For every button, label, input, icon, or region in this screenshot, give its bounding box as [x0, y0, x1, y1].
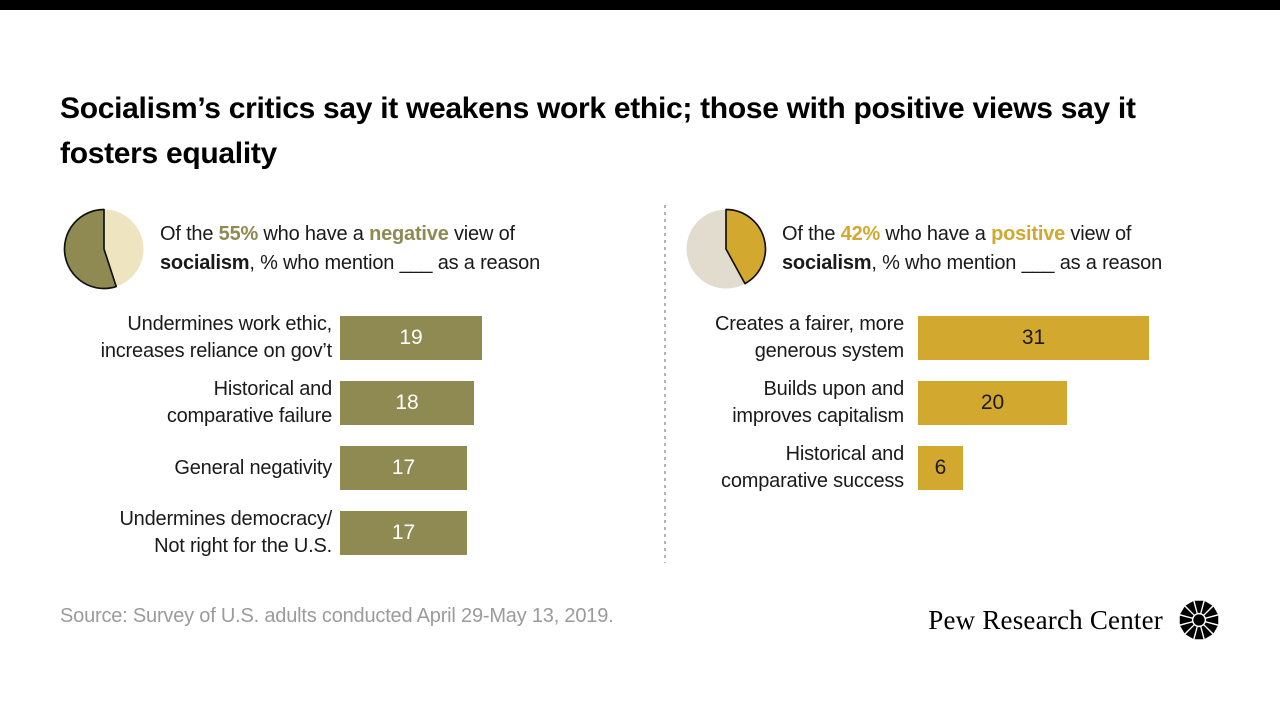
bar-value: 19: [399, 326, 423, 349]
bar-label: Builds upon and improves capitalism: [682, 376, 918, 430]
bar-label: Undermines democracy/Not right for the U…: [60, 506, 340, 560]
bar-label: Undermines work ethic, increases reliance…: [60, 311, 340, 365]
bar-label-line: Not right for the U.S.: [154, 535, 332, 557]
lede-adjective: negative: [369, 223, 449, 245]
bar: 17: [340, 511, 467, 555]
lede-subject: socialism: [160, 252, 250, 274]
bar-row: Builds upon and improves capitalism 20: [682, 378, 1149, 427]
lede-text: , % who mention ___ as a reason: [871, 252, 1163, 274]
pie-slice-negative: [63, 208, 118, 290]
bar-value: 17: [391, 521, 416, 544]
bar-row: Historical and comparative failure 18: [60, 378, 482, 427]
bar-row: Creates a fairer, more generous system 31: [682, 313, 1149, 362]
bar-row: General negativity 17: [60, 446, 482, 490]
lede-text: , % who mention ___ as a reason: [249, 252, 541, 274]
bar-label-line: improves capitalism: [732, 405, 904, 427]
lede-pct: 55%: [218, 223, 259, 245]
bar-label-line: Undermines democracy/: [119, 508, 332, 530]
bar-label: General negativity: [60, 455, 340, 482]
lede-pct: 42%: [840, 223, 881, 245]
bar: 17: [340, 446, 467, 490]
lede-text: who have a: [258, 223, 370, 245]
bar: 6: [918, 446, 963, 490]
bar-value: 20: [980, 391, 1005, 414]
top-black-bar: [0, 0, 1280, 10]
bar: 20: [918, 381, 1067, 425]
bar-row: Undermines work ethic, increases reliance…: [60, 313, 482, 362]
bar-value: 6: [934, 456, 947, 479]
bar-row: Undermines democracy/Not right for the U…: [60, 508, 482, 557]
bar-label-line: General negativity: [174, 456, 332, 479]
pie-icon-negative: [63, 208, 144, 290]
bar-chart-positive: Creates a fairer, more generous system 31 B…: [682, 313, 1149, 511]
bar-label-line: comparative success: [721, 470, 904, 492]
pew-logo-sunburst-icon: [1179, 600, 1219, 640]
pie-icon-positive: [686, 208, 767, 289]
lede-text: view of: [1065, 223, 1132, 245]
bar: 31: [918, 316, 1149, 360]
bar-value: 18: [395, 391, 419, 414]
bar-label-line: increases reliance on gov’t: [100, 340, 333, 362]
dotted-divider: [664, 205, 666, 563]
lede-text: Of the: [782, 223, 841, 245]
panel-header-positive: Of the 42% who have a positive view of s…: [684, 207, 1202, 291]
bar-label-line: generous system: [754, 340, 904, 362]
bar-label-line: Historical and: [213, 378, 333, 400]
chart-title: Socialism’s critics say it weakens work …: [60, 92, 1136, 170]
lede-text: who have a: [880, 223, 992, 245]
lede-subject: socialism: [782, 252, 872, 274]
brand-lockup: Pew Research Center: [928, 596, 1222, 644]
brand-wordmark: Pew Research Center: [928, 604, 1163, 635]
bar-label-line: Undermines work ethic,: [127, 313, 332, 335]
bar-row: Historical and comparative success 6: [682, 443, 1149, 492]
bar-label: Creates a fairer, more generous system: [682, 311, 918, 365]
bar-value: 31: [1021, 326, 1046, 349]
source-note: Source: Survey of U.S. adults conducted …: [60, 605, 614, 627]
lede-text: Of the: [160, 223, 219, 245]
pie-slice-positive: [725, 208, 767, 285]
lede-text: view of: [448, 223, 515, 245]
bar-label-line: Creates a fairer, more: [714, 313, 904, 335]
bar-label: Historical and comparative success: [682, 441, 918, 495]
bar-label: Historical and comparative failure: [60, 376, 340, 430]
bar: 19: [340, 316, 482, 360]
bar: 18: [340, 381, 474, 425]
bar-label-line: Builds upon and: [763, 378, 905, 400]
lede-adjective: positive: [991, 223, 1066, 245]
panel-header-negative: Of the 55% who have a negative view of s…: [62, 207, 580, 291]
bar-label-line: comparative failure: [166, 405, 332, 427]
bar-chart-negative: Undermines work ethic, increases reliance…: [60, 313, 482, 576]
panel-lede-negative: Of the 55% who have a negative view of s…: [160, 207, 580, 291]
bar-label-line: Historical and: [785, 443, 905, 465]
bar-value: 17: [391, 456, 416, 479]
panel-lede-positive: Of the 42% who have a positive view of s…: [782, 207, 1202, 291]
